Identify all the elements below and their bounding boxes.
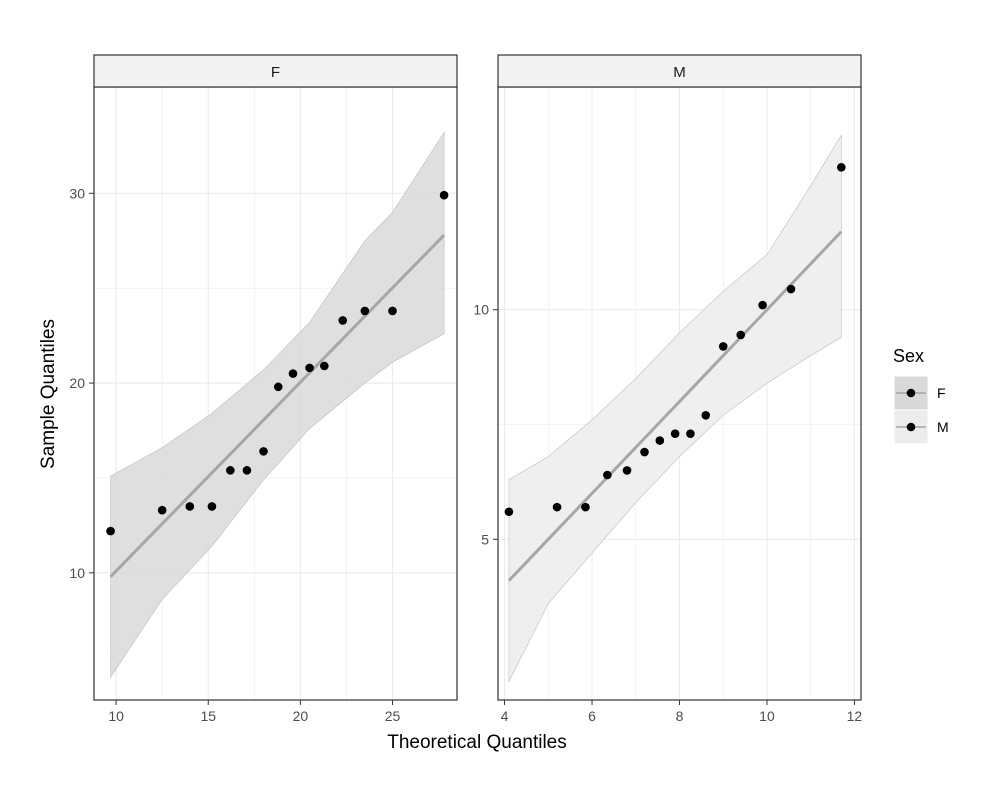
data-point bbox=[106, 526, 115, 536]
y-tick-label: 20 bbox=[69, 375, 85, 391]
facet-strip-label: M bbox=[673, 64, 686, 81]
x-tick-label: 6 bbox=[588, 708, 596, 724]
data-point bbox=[320, 361, 329, 371]
data-point bbox=[622, 466, 632, 475]
x-tick-label: 4 bbox=[501, 708, 509, 724]
data-point bbox=[273, 382, 283, 392]
y-tick-label: 10 bbox=[69, 565, 85, 581]
panel-m: M 4 6 8 10 12 5 10 bbox=[473, 54, 863, 724]
data-point bbox=[185, 502, 195, 511]
x-tick-label: 10 bbox=[108, 708, 124, 724]
facet-strip bbox=[497, 54, 862, 88]
x-tick-label: 10 bbox=[759, 708, 775, 724]
x-tick-label: 12 bbox=[847, 708, 863, 724]
legend-title: Sex bbox=[893, 346, 924, 366]
data-point bbox=[670, 429, 680, 438]
data-point bbox=[288, 369, 298, 378]
data-point bbox=[439, 190, 449, 200]
data-point bbox=[736, 330, 746, 340]
y-tick-label: 30 bbox=[69, 185, 85, 201]
x-tick-label: 25 bbox=[385, 708, 401, 724]
legend-key-point bbox=[906, 388, 916, 398]
y-axis-title: Sample Quantiles bbox=[38, 319, 59, 469]
facet-strip bbox=[93, 54, 458, 88]
data-point bbox=[603, 470, 612, 480]
reference-line bbox=[109, 233, 446, 578]
data-point bbox=[259, 447, 268, 456]
panel-f: F 10 15 20 25 10 20 30 bbox=[69, 54, 458, 724]
data-point bbox=[226, 466, 235, 475]
legend-label: M bbox=[937, 419, 949, 435]
data-point bbox=[837, 163, 846, 172]
data-point bbox=[655, 436, 665, 445]
y-tick-label: 5 bbox=[481, 531, 489, 547]
legend-label: F bbox=[937, 385, 946, 401]
legend-key-point bbox=[906, 422, 916, 432]
x-tick-label: 8 bbox=[676, 708, 684, 724]
facet-strip-label: F bbox=[271, 64, 280, 81]
x-tick-label: 20 bbox=[293, 708, 309, 724]
data-point bbox=[388, 306, 397, 316]
legend: Sex F M bbox=[893, 346, 949, 445]
data-point bbox=[360, 306, 370, 316]
data-point bbox=[242, 466, 252, 475]
x-tick-label: 15 bbox=[200, 708, 216, 724]
x-axis-title: Theoretical Quantiles bbox=[387, 732, 567, 753]
data-point bbox=[758, 300, 767, 310]
data-point bbox=[207, 502, 217, 511]
y-tick-label: 10 bbox=[473, 302, 489, 318]
data-point bbox=[504, 507, 514, 517]
data-point bbox=[338, 316, 348, 325]
confidence-band bbox=[508, 134, 842, 682]
data-point bbox=[157, 505, 167, 515]
data-point bbox=[701, 411, 711, 420]
reference-line bbox=[507, 230, 843, 582]
data-point bbox=[305, 363, 314, 373]
data-point bbox=[718, 342, 728, 351]
data-point bbox=[640, 447, 649, 457]
data-point bbox=[581, 502, 590, 512]
data-point bbox=[786, 284, 796, 294]
data-point bbox=[552, 502, 562, 512]
data-point bbox=[686, 429, 695, 438]
